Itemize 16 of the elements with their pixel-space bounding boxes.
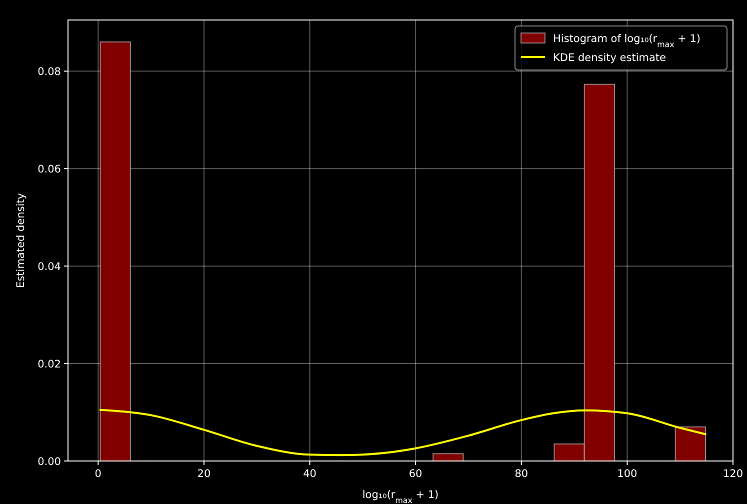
x-tick-label: 60 [408, 468, 422, 480]
x-tick-label: 100 [617, 468, 638, 480]
y-tick-label: 0.00 [38, 456, 61, 468]
x-tick-label: 20 [197, 468, 211, 480]
y-tick-label: 0.04 [38, 261, 62, 274]
y-axis-title: Estimated density [15, 193, 27, 288]
y-tick-label: 0.02 [38, 358, 61, 371]
x-tick-label: 40 [303, 468, 316, 480]
x-tick-label: 0 [94, 468, 102, 480]
y-tick-label: 0.06 [38, 164, 62, 176]
x-tick-label: 120 [722, 468, 744, 480]
legend-label: KDE density estimate [553, 52, 666, 64]
y-tick-label: 0.08 [38, 66, 61, 78]
legend-label: Histogram of log₁₀(r$_{max}$ + 1) [553, 33, 700, 48]
x-tick-label: 80 [514, 468, 528, 480]
x-axis-title: log₁₀(r$_{max}$ + 1) [362, 489, 439, 504]
